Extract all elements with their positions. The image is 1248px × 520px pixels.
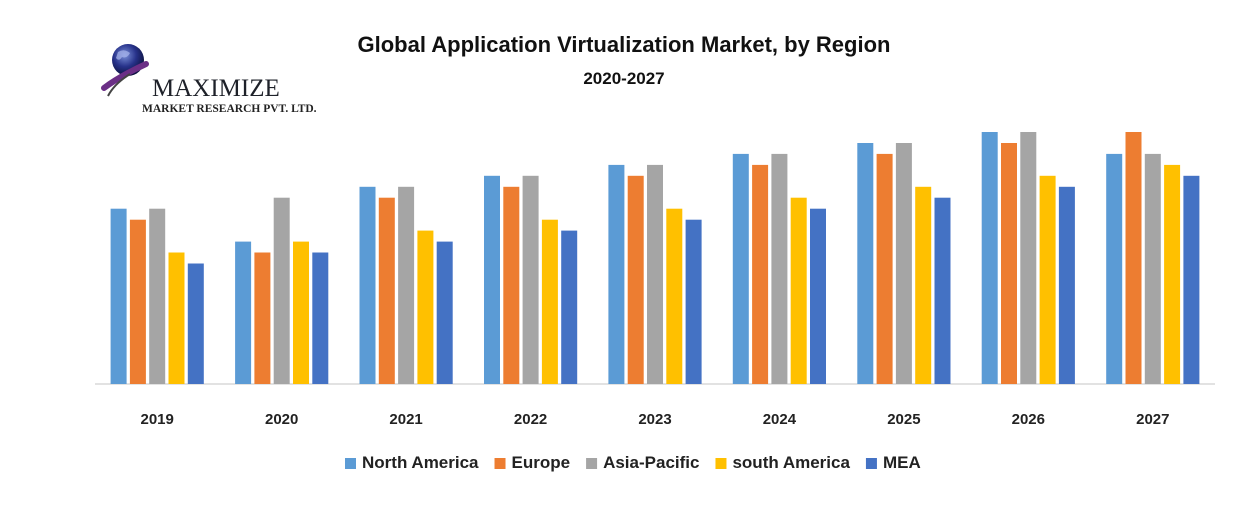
bar-mea-2023	[685, 219, 702, 384]
legend-swatch	[586, 458, 598, 469]
bar-asia-pacific-2025	[895, 143, 912, 384]
bar-europe-2021	[378, 197, 395, 384]
bar-north-america-2021	[359, 186, 376, 384]
x-tick-label: 2022	[514, 411, 547, 428]
bar-asia-pacific-2020	[273, 197, 290, 384]
bar-asia-pacific-2021	[398, 186, 415, 384]
legend-swatch	[715, 458, 727, 469]
bar-asia-pacific-2019	[149, 208, 166, 384]
bar-europe-2019	[129, 219, 146, 384]
bar-south-america-2024	[790, 197, 807, 384]
bar-south-america-2026	[1039, 175, 1056, 384]
bar-mea-2022	[561, 230, 578, 384]
bar-asia-pacific-2023	[647, 164, 663, 384]
bar-south-america-2023	[666, 208, 683, 384]
bar-mea-2026	[1058, 186, 1075, 384]
bar-mea-2021	[436, 241, 453, 384]
chart-subtitle: 2020-2027	[583, 69, 665, 88]
legend-swatch	[345, 458, 356, 469]
bar-north-america-2024	[732, 153, 749, 384]
bar-mea-2020	[312, 252, 329, 384]
bar-north-america-2023	[608, 164, 625, 384]
bar-asia-pacific-2027	[1144, 153, 1161, 384]
bar-europe-2027	[1125, 132, 1142, 384]
x-tick-label: 2023	[638, 411, 671, 428]
x-tick-labels: 2019 2020 2021 2022 2023 2024 2025 2026 2027	[141, 411, 1170, 428]
x-tick-label: 2020	[265, 411, 298, 428]
chart-title: Global Application Virtualization Market…	[357, 32, 891, 57]
legend-label: Europe	[512, 453, 571, 472]
bar-europe-2024	[752, 164, 769, 384]
bar-asia-pacific-2026	[1020, 132, 1037, 384]
bar-north-america-2019	[110, 208, 127, 384]
x-tick-label: 2019	[141, 411, 174, 428]
bar-mea-2019	[187, 263, 204, 384]
bar-europe-2023	[627, 175, 644, 384]
x-tick-label: 2021	[389, 411, 422, 428]
bar-asia-pacific-2024	[771, 153, 788, 384]
bar-south-america-2027	[1164, 164, 1181, 384]
x-tick-label: 2025	[887, 411, 920, 428]
x-tick-label: 2024	[763, 411, 797, 428]
bar-europe-2025	[876, 153, 893, 384]
globe-logo-icon	[101, 44, 149, 97]
legend-label: Asia-Pacific	[603, 453, 699, 472]
bar-north-america-2027	[1106, 153, 1123, 384]
bar-south-america-2021	[417, 230, 434, 384]
bar-europe-2022	[503, 186, 520, 384]
legend-label: North America	[362, 453, 479, 472]
bar-asia-pacific-2022	[522, 175, 539, 384]
logo-name: MAXIMIZE	[152, 75, 280, 102]
logo-tagline: MARKET RESEARCH PVT. LTD.	[142, 103, 317, 115]
legend-label: south America	[732, 453, 850, 472]
bar-mea-2027	[1183, 175, 1200, 384]
company-logo: MAXIMIZE MARKET RESEARCH PVT. LTD.	[100, 40, 350, 120]
bar-europe-2026	[1001, 143, 1017, 384]
legend-swatch	[494, 458, 506, 469]
x-tick-label: 2026	[1012, 411, 1045, 428]
legend-label: MEA	[883, 453, 921, 472]
bar-mea-2024	[810, 208, 826, 384]
bar-south-america-2022	[541, 219, 558, 384]
bar-south-america-2019	[168, 252, 185, 384]
bar-south-america-2020	[293, 241, 309, 384]
bar-north-america-2020	[235, 241, 252, 384]
legend-swatch	[865, 458, 877, 469]
bar-north-america-2025	[857, 143, 874, 384]
bar-north-america-2026	[981, 132, 998, 384]
bar-europe-2020	[254, 252, 271, 384]
bar-south-america-2025	[915, 186, 932, 384]
bars-group	[110, 132, 1200, 384]
x-tick-label: 2027	[1136, 411, 1169, 428]
legend: North America Europe Asia-Pacific south Ame…	[345, 453, 921, 472]
bar-north-america-2022	[484, 175, 500, 384]
bar-mea-2025	[934, 197, 951, 384]
